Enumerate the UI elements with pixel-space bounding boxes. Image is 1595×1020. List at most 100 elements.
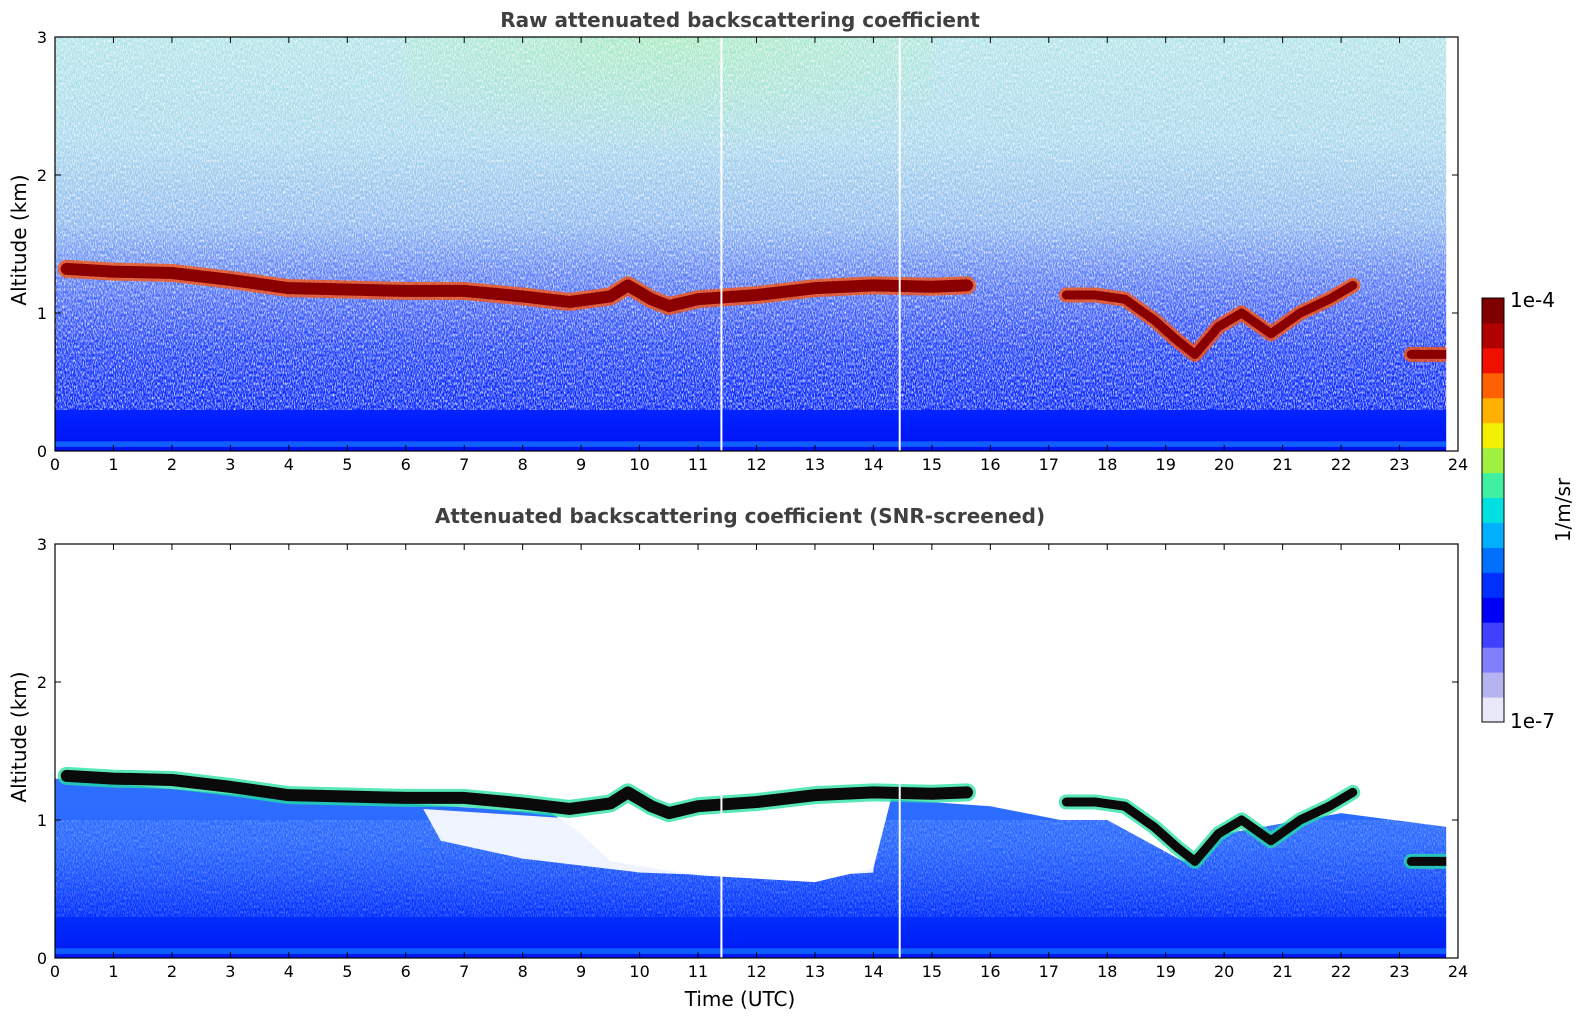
panel2-plot-area xyxy=(55,544,1458,958)
panel2-ylabel: Altitude (km) xyxy=(7,671,31,802)
x-tick-label: 8 xyxy=(518,962,528,981)
x-tick-label: 5 xyxy=(342,455,352,474)
y-tick-label: 0 xyxy=(37,949,47,968)
y-tick-label: 1 xyxy=(37,811,47,830)
x-tick-label: 20 xyxy=(1214,455,1234,474)
y-tick-label: 3 xyxy=(37,535,47,554)
colorbar-units-label: 1/m/sr xyxy=(1551,477,1575,542)
panel1-ylabel: Altitude (km) xyxy=(7,174,31,305)
colorbar-step xyxy=(1482,347,1504,374)
colorbar-step xyxy=(1482,447,1504,474)
x-tick-label: 16 xyxy=(980,962,1000,981)
colorbar-step xyxy=(1482,372,1504,399)
x-tick-label: 0 xyxy=(50,962,60,981)
panel2-title: Attenuated backscattering coefficient (S… xyxy=(435,504,1045,528)
y-tick-label: 2 xyxy=(37,166,47,185)
broken-cloud-layer xyxy=(1061,280,1358,359)
noise-speckle xyxy=(55,37,1447,410)
x-tick-label: 22 xyxy=(1331,455,1351,474)
colorbar-step xyxy=(1482,322,1504,349)
colorbar-step xyxy=(1482,472,1504,499)
x-tick-label: 15 xyxy=(922,455,942,474)
x-tick-label: 13 xyxy=(805,962,825,981)
x-tick-label: 20 xyxy=(1214,962,1234,981)
x-tick-label: 10 xyxy=(629,455,649,474)
colorbar-step xyxy=(1482,647,1504,673)
x-tick-label: 9 xyxy=(576,962,586,981)
no-data-region xyxy=(1446,37,1458,451)
x-tick-label: 3 xyxy=(225,962,235,981)
colorbar-steps xyxy=(1482,298,1504,723)
colorbar-min-label: 1e-7 xyxy=(1510,709,1555,733)
x-tick-label: 16 xyxy=(980,455,1000,474)
broken-cloud-layer xyxy=(1061,787,1358,866)
x-tick-label: 6 xyxy=(401,455,411,474)
x-tick-label: 5 xyxy=(342,962,352,981)
colorbar-step xyxy=(1482,572,1504,598)
x-tick-label: 9 xyxy=(576,455,586,474)
x-tick-label: 21 xyxy=(1272,962,1292,981)
colorbar: 1e-4 1e-7 1/m/sr xyxy=(1481,288,1575,733)
colorbar-step xyxy=(1482,672,1504,698)
x-tick-label: 18 xyxy=(1097,455,1117,474)
raw-backscatter-panel: Raw attenuated backscattering coefficien… xyxy=(7,8,1468,474)
no-data-region xyxy=(1446,544,1458,958)
x-tick-label: 13 xyxy=(805,455,825,474)
x-tick-label: 7 xyxy=(459,455,469,474)
y-tick-label: 2 xyxy=(37,673,47,692)
x-tick-label: 6 xyxy=(401,962,411,981)
x-tick-label: 12 xyxy=(746,962,766,981)
x-tick-label: 2 xyxy=(167,455,177,474)
screened-speckle xyxy=(55,820,1447,917)
x-tick-label: 24 xyxy=(1448,962,1468,981)
x-tick-label: 10 xyxy=(629,962,649,981)
panel2-axes: 0 1 2 3 4 5 6 7 8 9 10 11 12 13 14 15 16 17 18 19 20 21 22 23 24… xyxy=(37,535,1468,981)
colorbar-frame xyxy=(1481,297,1505,723)
x-tick-label: 12 xyxy=(746,455,766,474)
surface-strip xyxy=(55,441,1447,447)
x-tick-label: 7 xyxy=(459,962,469,981)
x-tick-label: 24 xyxy=(1448,455,1468,474)
x-tick-label: 11 xyxy=(688,455,708,474)
x-tick-label: 11 xyxy=(688,962,708,981)
x-tick-label: 23 xyxy=(1389,962,1409,981)
colorbar-step xyxy=(1482,298,1504,324)
x-tick-label: 4 xyxy=(284,962,294,981)
surface-strip xyxy=(55,948,1447,954)
panel1-title: Raw attenuated backscattering coefficien… xyxy=(500,8,980,32)
x-tick-label: 15 xyxy=(922,962,942,981)
colorbar-step xyxy=(1482,397,1504,424)
y-tick-label: 3 xyxy=(37,28,47,47)
x-tick-label: 23 xyxy=(1389,455,1409,474)
colorbar-max-label: 1e-4 xyxy=(1510,288,1555,312)
x-tick-label: 1 xyxy=(108,455,118,474)
colorbar-step xyxy=(1482,547,1504,573)
x-tick-label: 19 xyxy=(1156,455,1176,474)
panel2-xlabel: Time (UTC) xyxy=(684,987,796,1011)
colorbar-step xyxy=(1482,597,1504,623)
x-tick-label: 3 xyxy=(225,455,235,474)
x-tick-label: 2 xyxy=(167,962,177,981)
x-tick-label: 19 xyxy=(1156,962,1176,981)
x-tick-label: 8 xyxy=(518,455,528,474)
x-tick-label: 14 xyxy=(863,962,883,981)
y-tick-label: 1 xyxy=(37,304,47,323)
x-tick-label: 21 xyxy=(1272,455,1292,474)
colorbar-step xyxy=(1482,522,1504,548)
x-tick-label: 1 xyxy=(108,962,118,981)
colorbar-step xyxy=(1482,422,1504,449)
colorbar-step xyxy=(1482,497,1504,523)
x-tick-label: 17 xyxy=(1039,962,1059,981)
cloud-layer xyxy=(60,262,973,313)
screened-backscatter-panel: Attenuated backscattering coefficient (S… xyxy=(7,504,1468,1011)
y-tick-label: 0 xyxy=(37,442,47,461)
x-tick-label: 18 xyxy=(1097,962,1117,981)
x-tick-label: 22 xyxy=(1331,962,1351,981)
cloud-layer xyxy=(60,769,973,820)
colorbar-step xyxy=(1482,622,1504,648)
x-tick-label: 14 xyxy=(863,455,883,474)
panel1-plot-area xyxy=(55,37,1458,451)
colorbar-step xyxy=(1482,697,1504,723)
x-tick-label: 0 xyxy=(50,455,60,474)
